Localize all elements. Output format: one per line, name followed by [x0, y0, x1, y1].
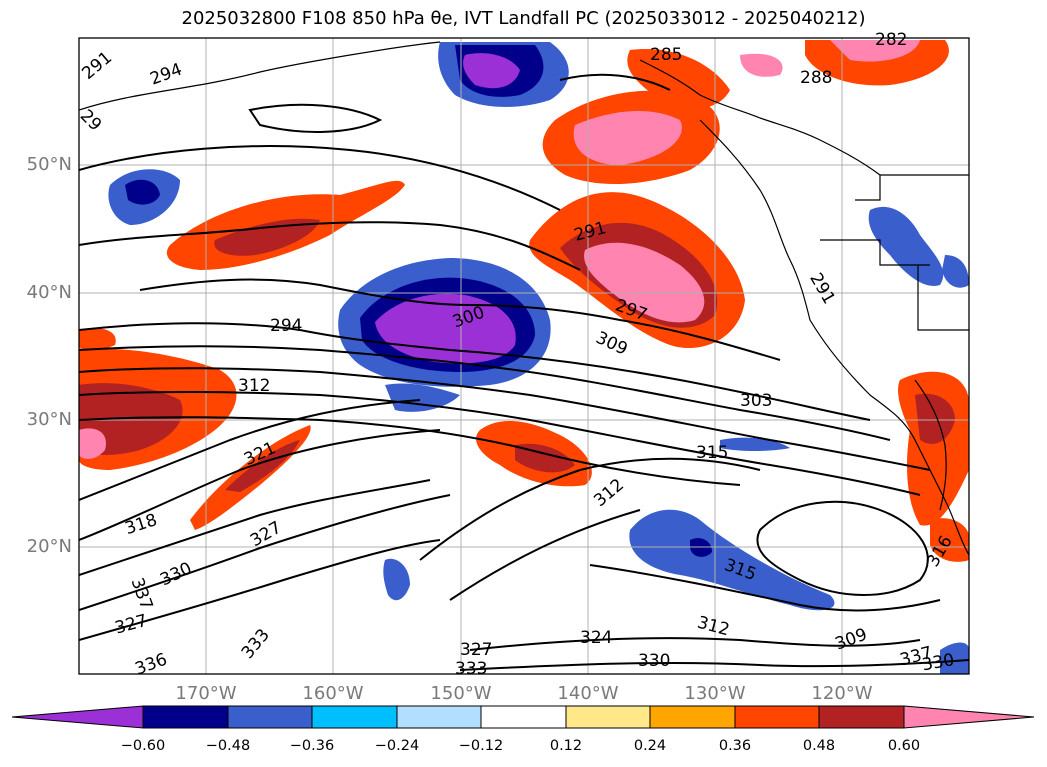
lat-label: 40°N: [26, 282, 72, 303]
graticule: [79, 38, 969, 674]
lon-label: 160°W: [302, 683, 364, 704]
colorbar-bin: [649, 705, 736, 729]
colorbar-extend-min: [11, 705, 144, 729]
colorbar-tick: 0.36: [718, 738, 752, 754]
colorbar: [11, 705, 1035, 729]
theta-e-contours: [79, 73, 969, 671]
colorbar-bin: [480, 705, 567, 729]
lat-label: 20°N: [26, 536, 72, 557]
lon-label: 170°W: [175, 683, 237, 704]
contour-label: 315: [696, 443, 728, 463]
colorbar-bin: [396, 705, 482, 729]
colorbar-tick: −0.36: [289, 738, 335, 754]
colorbar-tick: 0.48: [802, 738, 836, 754]
lon-label: 140°W: [557, 683, 619, 704]
colorbar-bin: [311, 705, 398, 729]
lat-label: 50°N: [26, 154, 72, 175]
colorbar-bin: [818, 705, 905, 729]
anomaly-shading: [79, 40, 969, 674]
colorbar-tick: 0.12: [549, 738, 583, 754]
contour-label: 324: [580, 628, 612, 648]
lon-label: 120°W: [811, 683, 873, 704]
contour-label: 285: [650, 45, 682, 65]
contour-label: 312: [238, 376, 270, 396]
lat-label: 30°N: [26, 409, 72, 430]
colorbar-bin: [565, 705, 651, 729]
colorbar-tick: −0.12: [458, 738, 504, 754]
colorbar-bin: [227, 705, 313, 729]
contour-label: 294: [270, 316, 302, 336]
colorbar-tick: −0.60: [120, 738, 166, 754]
lon-label: 130°W: [684, 683, 746, 704]
colorbar-bin: [142, 705, 229, 729]
contour-label: 282: [875, 30, 907, 50]
colorbar-tick: 0.24: [633, 738, 667, 754]
contour-label: 333: [455, 659, 487, 679]
contour-label: 303: [740, 391, 772, 411]
colorbar-extend-max: [903, 705, 1035, 729]
colorbar-tick: 0.60: [887, 738, 921, 754]
contour-label: 327: [460, 640, 492, 660]
contour-label: 288: [800, 68, 832, 88]
map-frame: [78, 37, 970, 675]
map-title: 2025032800 F108 850 hPa θe, IVT Landfall…: [181, 8, 866, 29]
lon-label: 150°W: [430, 683, 492, 704]
colorbar-tick: −0.48: [205, 738, 251, 754]
contour-label: 330: [638, 651, 670, 671]
colorbar-tick: −0.24: [374, 738, 420, 754]
coastlines: [79, 41, 969, 556]
colorbar-bin: [734, 705, 820, 729]
